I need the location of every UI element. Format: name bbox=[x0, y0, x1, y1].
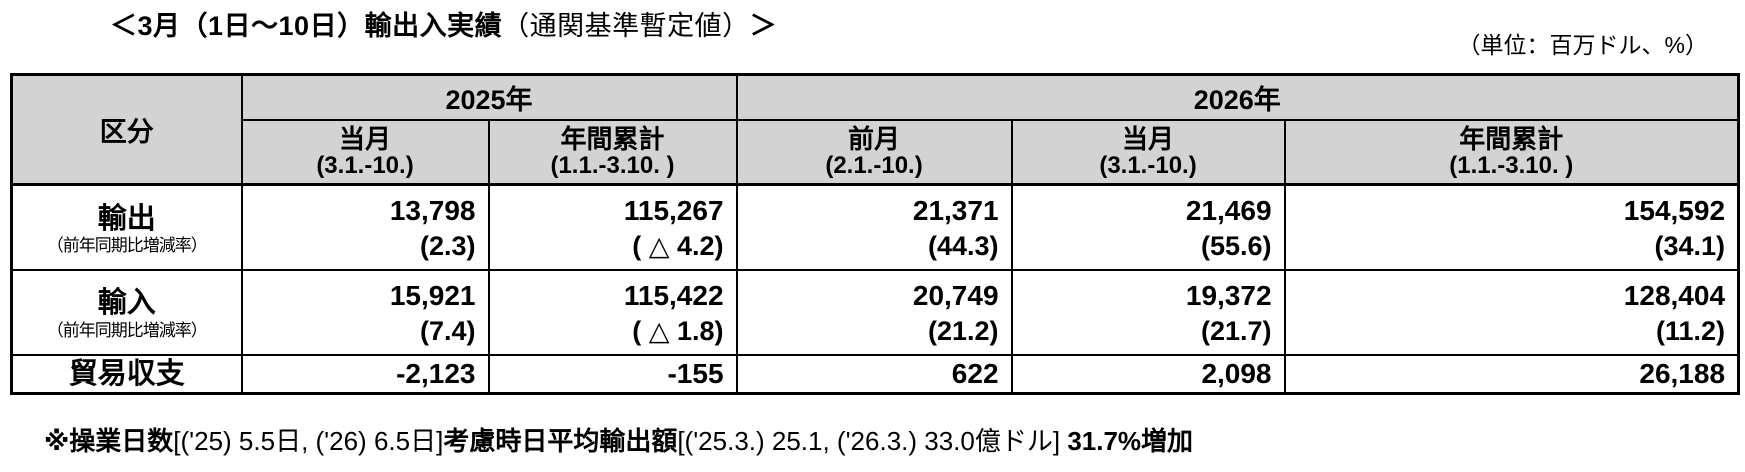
cell-exports-2026-ytd: 154,592 (34.1) bbox=[1283, 183, 1740, 271]
year-header-2026: 2026年 bbox=[735, 73, 1740, 121]
column-period: (1.1.-3.10. ) bbox=[550, 152, 675, 180]
cell-balance-2025-current: -2,123 bbox=[240, 353, 490, 395]
cell-exports-2025-ytd: 115,267 ( △ 4.2) bbox=[487, 183, 738, 271]
column-label: 年間累計 bbox=[1459, 124, 1564, 155]
cell-exports-2026-prev: 21,371 (44.3) bbox=[735, 183, 1013, 271]
column-period: (2.1.-10.) bbox=[825, 152, 923, 180]
cell-exports-2025-current: 13,798 (2.3) bbox=[240, 183, 490, 271]
column-header: 年間累計 (1.1.-3.10. ) bbox=[487, 118, 738, 186]
footnote: ※操業日数[('25) 5.5日, ('26) 6.5日]考慮時日平均輸出額[(… bbox=[44, 421, 1193, 458]
row-label: 貿易収支 bbox=[68, 357, 185, 390]
row-label: 輸入 bbox=[97, 287, 156, 320]
cell-balance-2025-ytd: -155 bbox=[487, 353, 738, 395]
cell-imports-2025-current: 15,921 (7.4) bbox=[240, 268, 490, 356]
column-label: 年間累計 bbox=[560, 124, 665, 155]
cell-balance-2026-prev: 622 bbox=[735, 353, 1013, 395]
page-title: ＜3月（1日～10日）輸出入実績（通関基準暫定値）＞ bbox=[110, 4, 777, 43]
row-sublabel: （前年同期比増減率） bbox=[46, 235, 208, 255]
table-row-exports: 輸出 （前年同期比増減率） 13,798 (2.3) 115,267 ( △ 4… bbox=[10, 183, 1740, 271]
footnote-working-days-values: [('25) 5.5日, ('26) 6.5日] bbox=[173, 426, 444, 456]
row-header-trade-balance: 貿易収支 bbox=[10, 353, 243, 395]
unit-label: （単位：百万ドル、%） bbox=[1457, 32, 1708, 58]
cell-imports-2025-ytd: 115,422 ( △ 1.8) bbox=[487, 268, 738, 356]
row-label: 輸出 bbox=[97, 202, 156, 235]
column-header: 前月 (2.1.-10.) bbox=[735, 118, 1013, 186]
cell-balance-2026-current: 2,098 bbox=[1010, 353, 1286, 395]
trade-table-wrap: 区分 2025年 2026年 当月 (3.1.-10.) 年間累計 (1.1.-… bbox=[10, 73, 1741, 395]
footnote-increase-rate: 31.7%増加 bbox=[1060, 426, 1194, 456]
column-header: 年間累計 (1.1.-3.10. ) bbox=[1283, 118, 1740, 186]
column-label: 当月 bbox=[338, 124, 391, 155]
year-header-row: 区分 2025年 2026年 bbox=[10, 73, 1740, 186]
page-title-main: ＜3月（1日～10日）輸出入実績 bbox=[110, 11, 503, 41]
page-title-paren: （通関基準暫定値） bbox=[502, 11, 750, 41]
column-period: (3.1.-10.) bbox=[1099, 152, 1197, 180]
cell-exports-2026-current: 21,469 (55.6) bbox=[1010, 183, 1286, 271]
row-header-imports: 輸入 （前年同期比増減率） bbox=[10, 268, 243, 356]
cell-balance-2026-ytd: 26,188 bbox=[1283, 353, 1740, 395]
column-header: 当月 (3.1.-10.) bbox=[1010, 118, 1286, 186]
trade-table: 区分 2025年 2026年 当月 (3.1.-10.) 年間累計 (1.1.-… bbox=[10, 73, 1741, 395]
row-header-exports: 輸出 （前年同期比増減率） bbox=[10, 183, 243, 271]
column-label: 当月 bbox=[1122, 124, 1175, 155]
column-label: 前月 bbox=[848, 124, 901, 155]
row-sublabel: （前年同期比増減率） bbox=[46, 320, 208, 340]
table-row-trade-balance: 貿易収支 -2,123 -155 622 2,098 26, bbox=[10, 353, 1740, 395]
cell-imports-2026-current: 19,372 (21.7) bbox=[1010, 268, 1286, 356]
cell-imports-2026-ytd: 128,404 (11.2) bbox=[1283, 268, 1740, 356]
footnote-working-days-label: ※操業日数 bbox=[44, 426, 174, 456]
footnote-daily-avg-values: [('25.3.) 25.1, ('26.3.) 33.0億ドル] bbox=[677, 426, 1061, 456]
cell-imports-2026-prev: 20,749 (21.2) bbox=[735, 268, 1013, 356]
page-title-close: ＞ bbox=[749, 11, 778, 41]
corner-header-cell: 区分 bbox=[10, 73, 243, 186]
period-header-row: 当月 (3.1.-10.) 年間累計 (1.1.-3.10. ) 前月 (2.1… bbox=[12, 118, 1740, 186]
column-header: 当月 (3.1.-10.) bbox=[240, 118, 490, 186]
column-period: (3.1.-10.) bbox=[316, 152, 414, 180]
year-header-2025: 2025年 bbox=[240, 73, 738, 121]
table-row-imports: 輸入 （前年同期比増減率） 15,921 (7.4) 115,422 ( △ 1… bbox=[10, 268, 1740, 356]
column-period: (1.1.-3.10. ) bbox=[1449, 152, 1574, 180]
footnote-daily-avg-label: 考慮時日平均輸出額 bbox=[443, 426, 678, 456]
